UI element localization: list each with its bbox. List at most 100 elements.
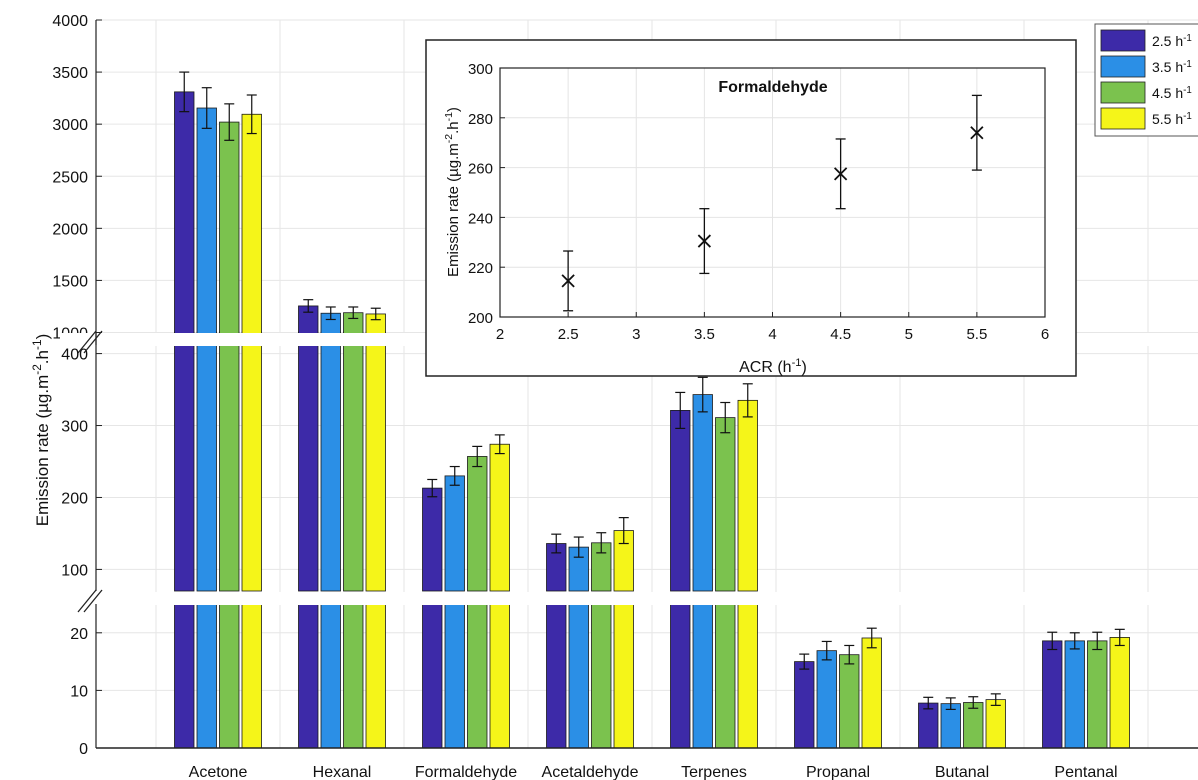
inset-title: Formaldehyde — [718, 79, 827, 96]
y-tick-label: 100 — [61, 562, 88, 579]
bar — [219, 121, 240, 346]
inset-data-point — [970, 126, 984, 140]
inset-x-tick-label: 4.5 — [830, 326, 851, 343]
bar — [489, 443, 510, 592]
bar — [174, 603, 195, 749]
bar — [613, 603, 634, 749]
bar — [715, 417, 736, 592]
bar — [963, 702, 984, 749]
bar — [794, 661, 815, 749]
axis-break-mark — [77, 589, 97, 613]
y-tick-label: 3000 — [52, 117, 88, 134]
bar — [241, 603, 262, 749]
bar — [591, 603, 612, 749]
inset-x-axis-title: ACR (h-1) — [739, 357, 807, 376]
y-tick-label: 300 — [61, 419, 88, 436]
bar — [1042, 640, 1063, 749]
bar — [670, 410, 691, 592]
bar — [546, 603, 567, 749]
legend-label: 2.5 h-1 — [1152, 33, 1192, 50]
bar — [219, 331, 240, 592]
bar — [489, 603, 510, 749]
y-tick-label: 400 — [61, 347, 88, 364]
legend-label: 5.5 h-1 — [1152, 111, 1192, 128]
bar — [219, 603, 240, 749]
inset-x-tick-label: 2.5 — [558, 326, 579, 343]
y-tick-label: 10 — [70, 683, 88, 700]
x-tick-label: Propanal — [806, 764, 870, 780]
bar — [568, 603, 589, 749]
legend-swatch — [1100, 29, 1146, 52]
y-tick-label: 4000 — [52, 13, 88, 30]
bar — [365, 603, 386, 749]
bar — [320, 331, 341, 592]
inset-y-axis-title: Emission rate (µg.m-2.h-1) — [443, 107, 462, 277]
inset-y-tick-label: 220 — [468, 260, 493, 277]
inset-y-tick-label: 280 — [468, 111, 493, 128]
y-tick-label: 1500 — [52, 273, 88, 290]
bar — [692, 394, 713, 592]
main-y-axis-title: Emission rate (µg.m-2.h-1) — [30, 334, 52, 527]
inset-x-tick-label: 2 — [496, 326, 504, 343]
bar — [737, 603, 758, 749]
bar — [861, 637, 882, 749]
y-tick-label: 2500 — [52, 169, 88, 186]
legend-label: 4.5 h-1 — [1152, 85, 1192, 102]
bar — [670, 603, 691, 749]
y-tick-label: 200 — [61, 490, 88, 507]
bar — [985, 699, 1006, 749]
bar — [241, 331, 262, 592]
legend-swatch — [1100, 55, 1146, 78]
x-tick-label: Pentanal — [1054, 764, 1117, 780]
bar — [343, 331, 364, 592]
bar — [1109, 637, 1130, 749]
bar — [715, 603, 736, 749]
axis-break-gap — [60, 592, 1198, 605]
bar — [918, 702, 939, 749]
bar — [196, 331, 217, 592]
bar — [196, 107, 217, 346]
inset-y-tick-label: 300 — [468, 61, 493, 78]
x-tick-label: Acetone — [189, 764, 248, 780]
bar — [444, 475, 465, 592]
inset-y-tick-label: 200 — [468, 310, 493, 327]
bar — [298, 331, 319, 592]
axis-break-mark — [83, 330, 103, 354]
bar — [839, 654, 860, 749]
bar — [816, 650, 837, 749]
bar — [1064, 640, 1085, 749]
inset-x-tick-label: 3 — [632, 326, 640, 343]
x-tick-label: Formaldehyde — [415, 764, 517, 780]
legend-swatch — [1100, 81, 1146, 104]
axis-break-mark — [83, 589, 103, 613]
inset-x-tick-label: 4 — [768, 326, 776, 343]
bar — [940, 703, 961, 749]
axis-break-mark — [77, 330, 97, 354]
y-tick-label: 0 — [79, 741, 88, 758]
bar — [196, 603, 217, 749]
inset-data-point — [833, 167, 848, 181]
bar — [444, 603, 465, 749]
main-bars — [174, 71, 1130, 749]
inset-x-tick-label: 3.5 — [694, 326, 715, 343]
bar — [422, 603, 443, 749]
legend-label: 3.5 h-1 — [1152, 59, 1192, 76]
inset-x-tick-label: 5.5 — [966, 326, 987, 343]
x-tick-label: Acetaldehyde — [542, 764, 639, 780]
inset-data-point — [561, 274, 575, 288]
bar — [467, 456, 488, 592]
bar — [365, 331, 386, 592]
inset-formaldehyde-chart: 2 2.5 3 3.5 4 4.5 5 5.5 6 200 220 240 260 280 300 Forma… — [425, 39, 1077, 377]
x-tick-label: Terpenes — [681, 764, 747, 780]
inset-data-point — [697, 234, 712, 248]
legend-swatch — [1100, 107, 1146, 130]
bar — [241, 113, 262, 346]
inset-y-tick-label: 260 — [468, 161, 493, 178]
inset-y-tick-label: 240 — [468, 210, 493, 227]
bar — [174, 331, 195, 592]
bar — [298, 603, 319, 749]
bar — [1087, 640, 1108, 749]
bar — [343, 603, 364, 749]
x-tick-label: Butanal — [935, 764, 989, 780]
